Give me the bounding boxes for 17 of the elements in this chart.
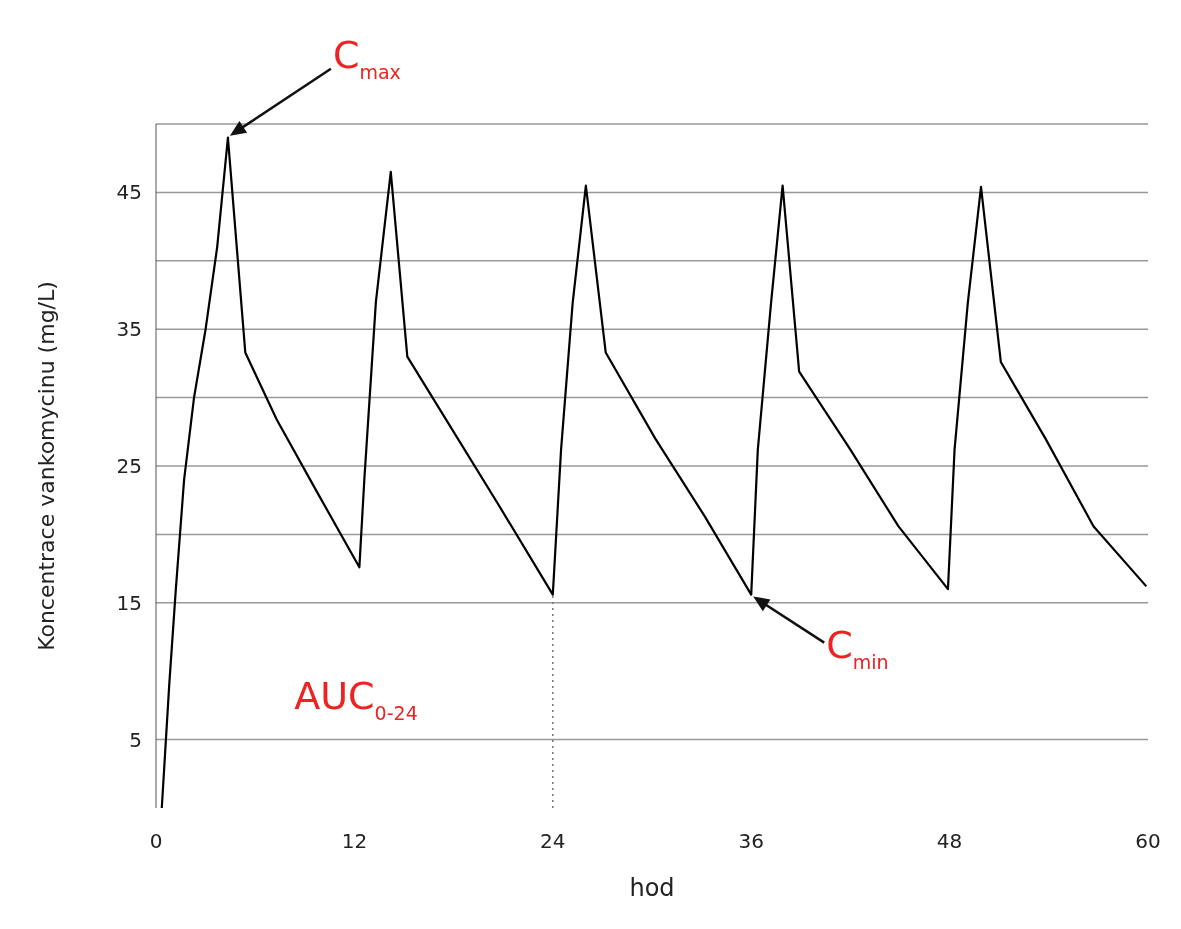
y-tick-label: 45	[116, 180, 142, 205]
x-tick-label: 0	[149, 829, 163, 853]
text: C$_{max}$	[332, 33, 401, 84]
y-tick-label: 5	[129, 727, 142, 752]
y-axis-title: Koncentrace vankomycinu (mg/L)	[34, 281, 59, 651]
annotation: AUC$_{0-24}$	[294, 673, 418, 724]
x-tick-label: 12	[341, 829, 368, 853]
y-tick-label: 25	[116, 454, 142, 478]
x-axis-title: hod	[629, 874, 675, 902]
x-tick-label: 48	[936, 829, 963, 853]
line-series	[160, 136, 1148, 810]
x-tick-label: 24	[540, 829, 566, 853]
y-tick-label: 15	[116, 590, 142, 615]
y-tick-label: 35	[116, 317, 142, 342]
annotation: C$_{min}$	[826, 623, 889, 674]
x-tick-label: 36	[738, 829, 764, 853]
x-tick-label: 60	[1135, 829, 1161, 853]
